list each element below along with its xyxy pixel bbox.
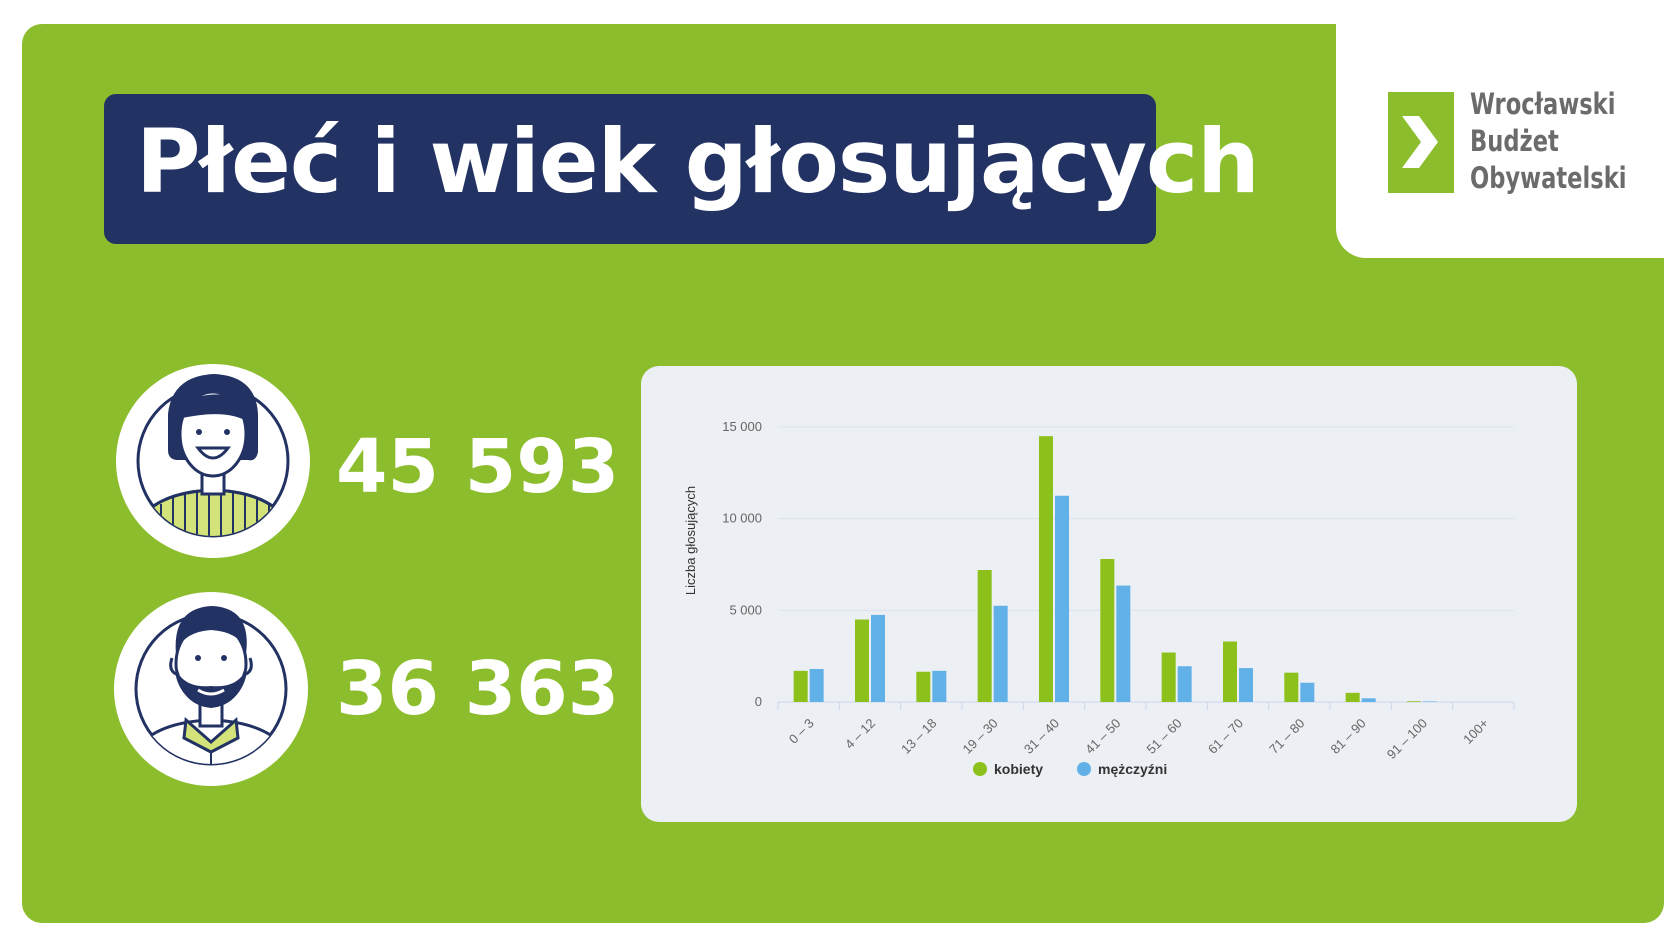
- page-title: Płeć i wiek głosujących: [136, 110, 1260, 213]
- x-tick-label: 4 – 12: [842, 716, 878, 752]
- legend-marker-mężczyźni: [1077, 762, 1091, 776]
- women-count: 45 593: [336, 424, 620, 510]
- chart-card: 0 5 000 10 000 15 000 Liczba głosujących 0 – …: [641, 366, 1577, 822]
- title-banner: [104, 94, 1156, 244]
- bar-kobiety: [1345, 692, 1360, 702]
- bar-kobiety: [855, 619, 869, 702]
- y-axis-label: Liczba głosujących: [683, 486, 698, 595]
- bar-kobiety: [1284, 672, 1299, 702]
- logo-text: Wrocławski Budżet Obywatelski: [1470, 86, 1626, 197]
- bar-mężczyźni: [932, 670, 947, 702]
- bar-kobiety: [1161, 652, 1176, 702]
- x-tick-label: 71 – 80: [1266, 716, 1307, 757]
- logo-line-2: Budżet: [1470, 124, 1559, 158]
- bar-mężczyźni: [1361, 698, 1376, 702]
- bar-kobiety: [977, 570, 992, 702]
- legend-label-kobiety: kobiety: [994, 761, 1043, 777]
- man-avatar-icon: [114, 592, 308, 786]
- bar-kobiety: [1407, 701, 1421, 702]
- bar-mężczyźni: [871, 614, 885, 702]
- x-tick-label: 31 – 40: [1021, 716, 1062, 757]
- bar-kobiety: [1223, 641, 1237, 702]
- chevron-right-icon: [1388, 92, 1454, 193]
- legend-marker-kobiety: [973, 762, 987, 776]
- bar-mężczyźni: [809, 669, 824, 702]
- y-tick-label: 0: [755, 694, 762, 709]
- bar-kobiety: [916, 671, 931, 702]
- x-tick-label: 91 – 100: [1384, 716, 1430, 762]
- x-tick-label: 0 – 3: [786, 716, 817, 747]
- x-tick-label: 51 – 60: [1144, 716, 1185, 757]
- men-count: 36 363: [336, 646, 620, 732]
- x-tick-label: 19 – 30: [960, 716, 1001, 757]
- x-tick-label: 61 – 70: [1205, 716, 1246, 757]
- bar-kobiety: [793, 670, 808, 702]
- age-gender-chart: 0 5 000 10 000 15 000 Liczba głosujących 0 – …: [683, 419, 1515, 777]
- woman-avatar-icon: [116, 364, 310, 558]
- bar-mężczyźni: [1055, 495, 1069, 702]
- logo-line-1: Wrocławski: [1470, 87, 1616, 121]
- x-tick-label: 81 – 90: [1328, 716, 1369, 757]
- x-tick-label: 13 – 18: [898, 716, 939, 757]
- bar-mężczyźni: [993, 605, 1008, 702]
- legend-label-mężczyźni: mężczyźni: [1098, 761, 1167, 777]
- y-tick-label: 10 000: [722, 511, 762, 526]
- bar-kobiety: [1100, 559, 1115, 702]
- y-tick-label: 5 000: [729, 602, 762, 617]
- bar-mężczyźni: [1116, 585, 1131, 702]
- x-tick-label: 100+: [1460, 716, 1491, 747]
- y-tick-label: 15 000: [722, 419, 762, 434]
- bar-mężczyźni: [1177, 666, 1192, 702]
- x-tick-label: 41 – 50: [1082, 716, 1123, 757]
- bar-mężczyźni: [1423, 701, 1437, 702]
- bar-kobiety: [1039, 436, 1053, 702]
- bar-mężczyźni: [1239, 668, 1253, 702]
- bar-mężczyźni: [1300, 682, 1315, 702]
- logo-line-3: Obywatelski: [1470, 161, 1627, 195]
